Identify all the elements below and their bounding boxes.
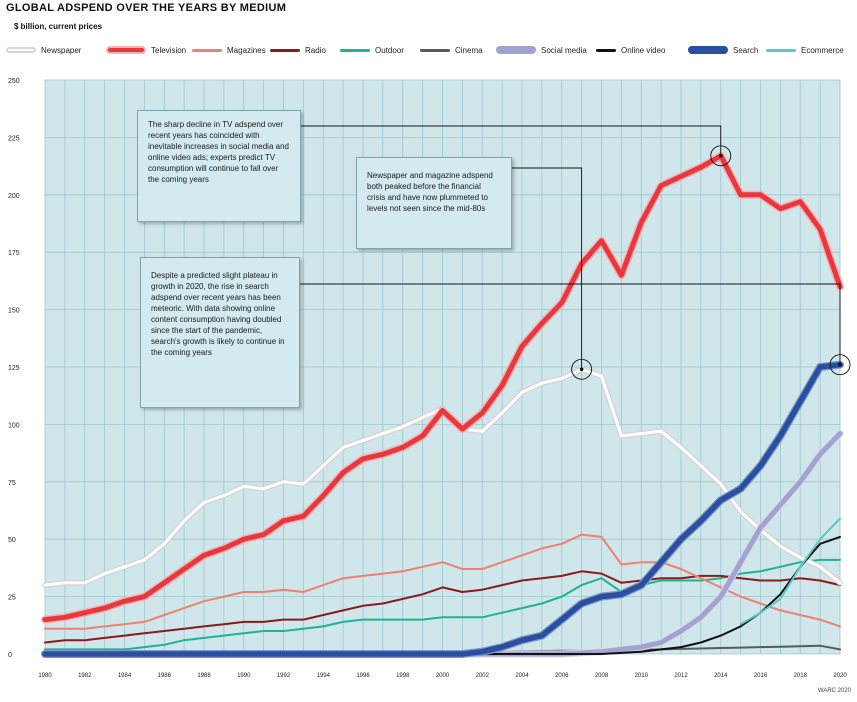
y-tick-label: 25 xyxy=(8,595,16,602)
x-tick-label: 1986 xyxy=(158,673,172,679)
x-tick-label: 1982 xyxy=(78,673,92,679)
legend-label-magazines: Magazines xyxy=(227,45,266,55)
legend-label-outdoor: Outdoor xyxy=(375,45,404,55)
x-tick-label: 2006 xyxy=(555,673,569,679)
x-tick-label: 1988 xyxy=(197,673,211,679)
legend-item-social-media: Social media xyxy=(496,40,587,60)
x-tick-label: 2020 xyxy=(833,673,847,679)
legend-item-outdoor: Outdoor xyxy=(340,40,404,60)
legend-item-radio: Radio xyxy=(270,40,326,60)
series-line-radio xyxy=(44,570,841,644)
annotation-search: Despite a predicted slight plateau in gr… xyxy=(140,257,300,408)
x-tick-label: 1980 xyxy=(38,673,52,679)
legend-swatch-outdoor xyxy=(340,48,370,52)
x-tick-label: 2010 xyxy=(635,673,649,679)
leader-line-tv xyxy=(301,125,722,156)
legend-item-newspaper: Newspaper xyxy=(6,40,81,60)
legend-swatch-cinema xyxy=(420,48,450,52)
y-tick-label: 100 xyxy=(8,422,20,429)
legend-swatch-television xyxy=(106,46,146,54)
legend-item-cinema: Cinema xyxy=(420,40,483,60)
series-line-ecom xyxy=(739,517,841,626)
legend-item-online-video: Online video xyxy=(596,40,665,60)
x-tick-label: 1994 xyxy=(317,673,331,679)
x-tick-label: 2000 xyxy=(436,673,450,679)
legend-swatch-search xyxy=(688,46,728,54)
x-tick-label: 1992 xyxy=(277,673,291,679)
annotation-print: Newspaper and magazine adspend both peak… xyxy=(356,157,512,249)
legend-swatch-online-video xyxy=(596,48,616,52)
source-note: WARC 2020 xyxy=(817,688,851,694)
leader-line-search xyxy=(300,283,841,365)
highlight-dot-1 xyxy=(579,367,584,372)
series-line-television xyxy=(42,153,843,623)
x-tick-label: 2018 xyxy=(794,673,808,679)
legend-label-cinema: Cinema xyxy=(455,45,483,55)
legend-item-search: Search xyxy=(688,40,758,60)
y-tick-label: 50 xyxy=(8,537,16,544)
legend-label-search: Search xyxy=(733,45,759,55)
x-tick-label: 2016 xyxy=(754,673,768,679)
x-tick-label: 2008 xyxy=(595,673,609,679)
series-line-search xyxy=(42,361,843,657)
legend-swatch-ecommerce xyxy=(766,48,796,52)
legend-label-social-media: Social media xyxy=(541,45,587,55)
legend-label-online-video: Online video xyxy=(621,45,666,55)
highlight-dot-2 xyxy=(838,362,842,367)
series-line-outdoor xyxy=(44,558,841,651)
x-tick-label: 2002 xyxy=(476,673,490,679)
legend-swatch-magazines xyxy=(192,48,222,52)
legend-swatch-newspaper xyxy=(6,47,36,53)
legend: Newspaper Television Magazines Radio Out… xyxy=(0,40,857,60)
x-tick-label: 1984 xyxy=(118,673,132,679)
y-tick-label: 250 xyxy=(8,78,20,85)
legend-swatch-radio xyxy=(270,48,300,52)
legend-item-ecommerce: Ecommerce xyxy=(766,40,844,60)
leader-line-print xyxy=(512,167,583,370)
legend-item-magazines: Magazines xyxy=(192,40,266,60)
y-tick-label: 175 xyxy=(8,250,20,257)
legend-item-television: Television xyxy=(106,40,186,60)
x-tick-label: 1998 xyxy=(396,673,410,679)
series-line-magazines xyxy=(44,533,841,630)
legend-label-radio: Radio xyxy=(305,45,326,55)
annotation-tv: The sharp decline in TV adspend over rec… xyxy=(137,110,301,222)
legend-label-television: Television xyxy=(151,45,187,55)
y-tick-label: 150 xyxy=(8,308,20,315)
y-tick-label: 75 xyxy=(8,480,16,487)
chart-title: GLOBAL ADSPEND OVER THE YEARS BY MEDIUM xyxy=(6,2,287,14)
x-tick-label: 1996 xyxy=(356,673,370,679)
x-tick-label: 2014 xyxy=(714,673,728,679)
y-tick-label: 0 xyxy=(8,652,12,659)
y-tick-label: 225 xyxy=(8,135,20,142)
legend-label-newspaper: Newspaper xyxy=(41,45,82,55)
y-tick-label: 200 xyxy=(8,193,20,200)
y-tick-label: 125 xyxy=(8,365,20,372)
x-tick-label: 1990 xyxy=(237,673,251,679)
legend-swatch-social-media xyxy=(496,46,536,54)
x-tick-label: 2012 xyxy=(674,673,688,679)
legend-label-ecommerce: Ecommerce xyxy=(801,45,844,55)
chart-subtitle: $ billion, current prices xyxy=(14,22,103,31)
x-tick-label: 2004 xyxy=(515,673,529,679)
